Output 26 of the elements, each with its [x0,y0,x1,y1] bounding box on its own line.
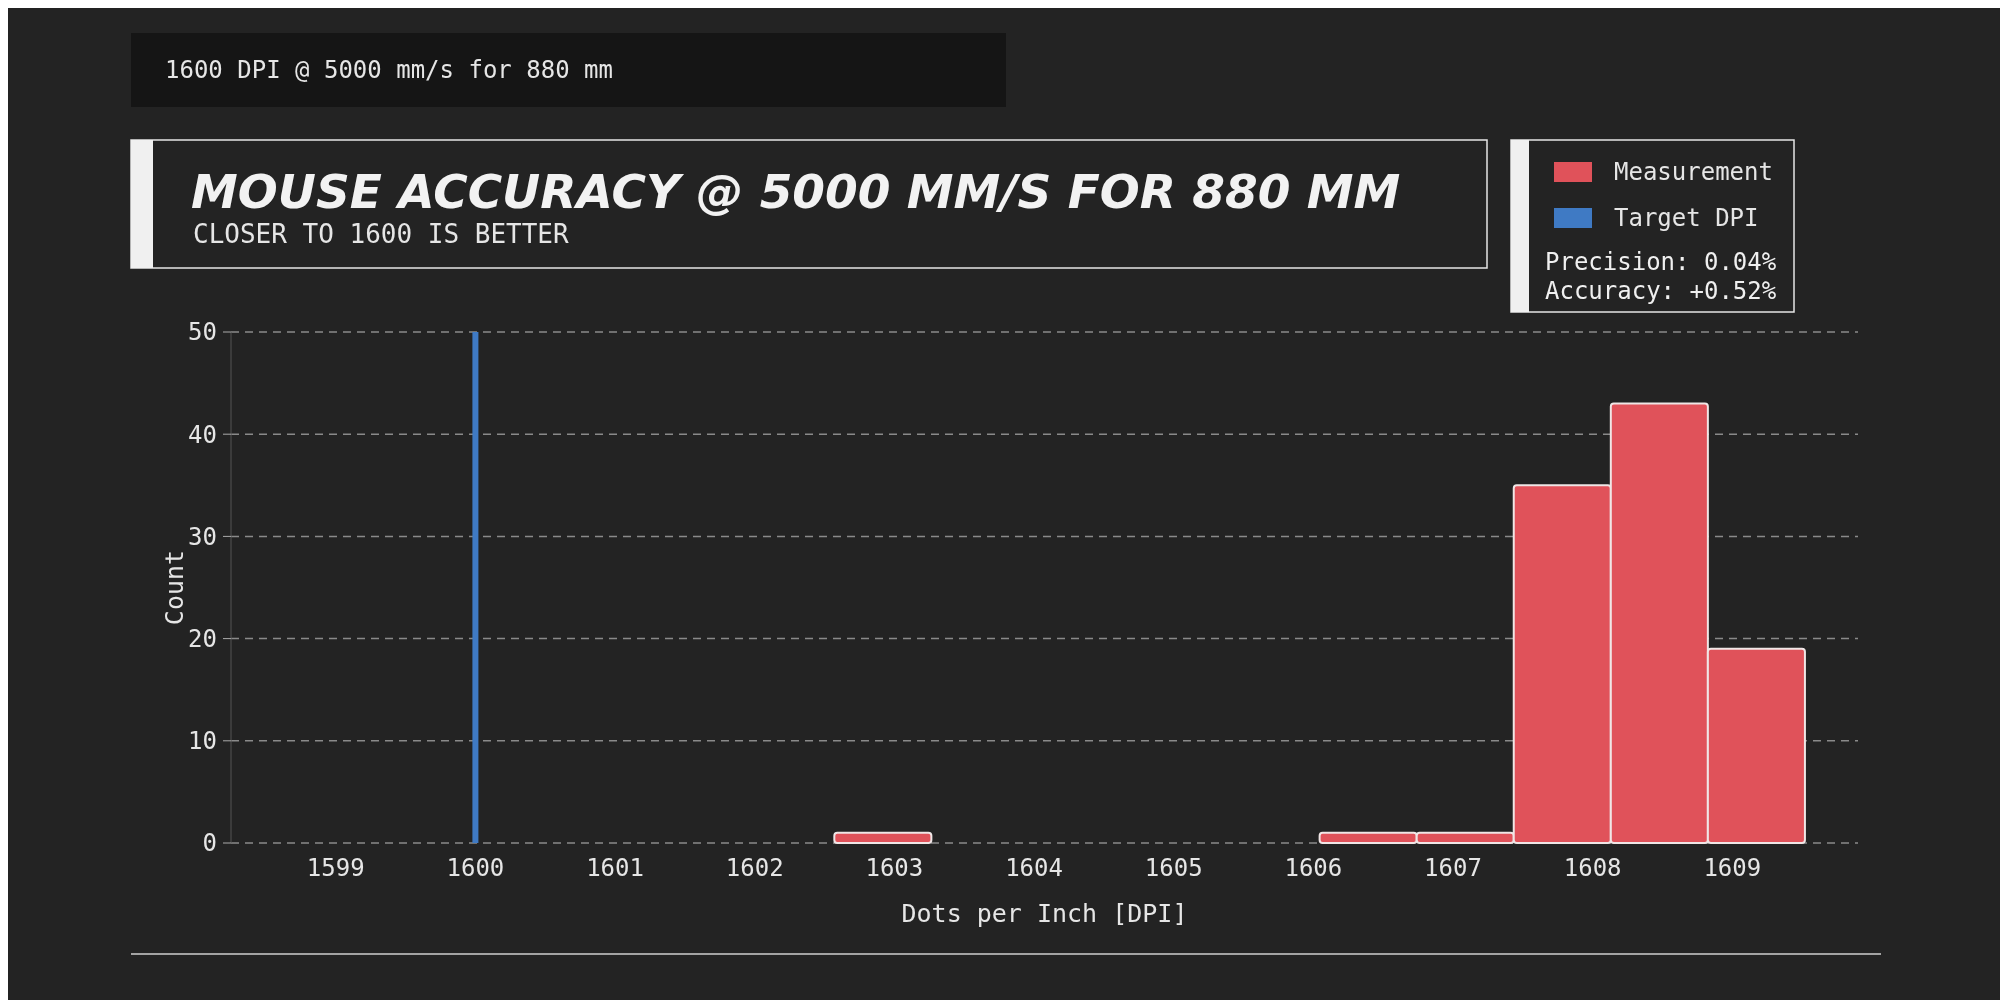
chart-subtitle: CLOSER TO 1600 IS BETTER [193,219,570,249]
y-tick-label: 40 [188,420,217,449]
x-axis-title: Dots per Inch [DPI] [901,899,1188,928]
x-tick-label: 1599 [306,854,365,882]
x-tick-label: 1604 [1005,854,1063,882]
y-tick-label: 20 [188,625,217,653]
x-tick-label: 1605 [1144,854,1203,882]
text: Accuracy: +0.52% [1545,277,1777,305]
chart-title: MOUSE ACCURACY @ 5000 MM/S FOR 880 MM [191,164,1401,219]
x-tick-label: 1600 [446,854,505,882]
x-tick-label: 1607 [1424,854,1482,882]
y-tick-label: 0 [202,829,217,858]
legend-label: Measurement [1614,158,1773,186]
legend-label: Target DPI [1614,204,1759,232]
x-tick-label: 1606 [1284,854,1343,882]
x-tick-label: 1609 [1703,854,1762,882]
y-tick-label: 10 [188,727,217,756]
x-tick-label: 1601 [586,854,644,882]
y-tick-label: 50 [188,318,217,347]
x-tick-label: 1603 [865,854,924,882]
text: Precision: 0.04% [1545,248,1777,276]
x-tick-label: 1608 [1563,854,1622,882]
y-axis-title: Count [160,549,189,626]
y-tick-label: 30 [188,522,217,551]
x-tick-label: 1602 [725,854,784,882]
text: 1600 DPI @ 5000 mm/s for 880 mm [165,56,613,84]
